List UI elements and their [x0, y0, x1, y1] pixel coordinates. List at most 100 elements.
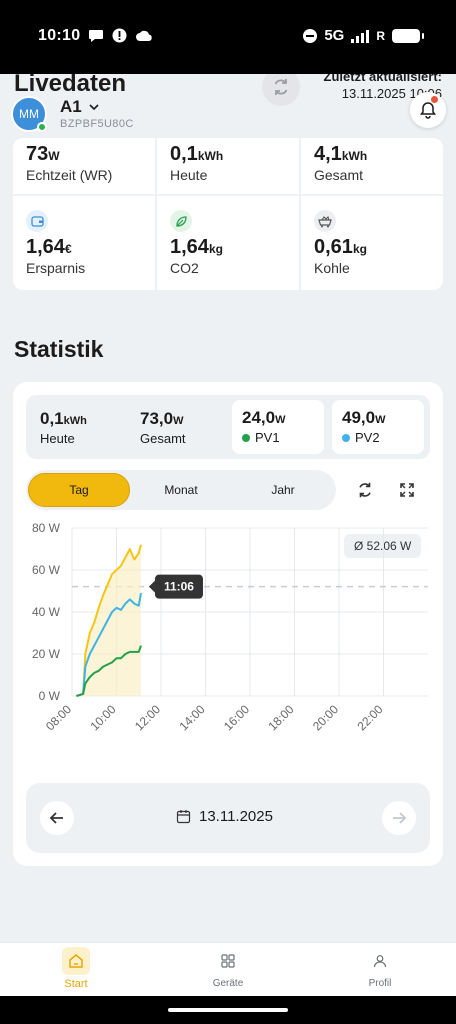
device-serial: BZPBF5U80C [60, 118, 134, 130]
roaming-indicator: R [376, 28, 385, 43]
tile-label: Echtzeit (WR) [26, 167, 113, 183]
chevron-down-icon [89, 104, 99, 111]
leaf-icon [170, 210, 192, 232]
statistik-card: 0,1kWh Heute 73,0W Gesamt 24,0W PV1 49,0… [13, 382, 443, 866]
tile-label: Kohle [314, 260, 350, 276]
tile-ersparnis: 1,64€ Ersparnis [13, 196, 155, 290]
tile-unit: kg [352, 242, 367, 256]
statistik-title: Statistik [14, 336, 104, 362]
coal-cart-icon [314, 210, 336, 232]
alert-icon [112, 28, 127, 43]
x-tick-label: 10:00 [87, 702, 118, 733]
device-selector[interactable]: A1 [60, 97, 100, 117]
y-tick-label: 20 W [32, 647, 61, 661]
tile-kohle: 0,61kg Kohle [301, 196, 443, 290]
app-screen: Livedaten Zuletzt aktualisiert: 13.11.20… [0, 74, 456, 942]
summary-unit: W [173, 415, 184, 427]
summary-pv2[interactable]: 49,0W PV2 [332, 400, 424, 454]
arrow-left-icon [49, 812, 63, 824]
summary-label: PV1 [255, 430, 280, 445]
x-tick-label: 08:00 [43, 702, 74, 733]
signal-icon [351, 29, 370, 43]
x-tick-label: 12:00 [132, 702, 163, 733]
period-tabs: Tag Monat Jahr [26, 470, 336, 510]
pv1-legend-dot [242, 433, 250, 442]
tile-label: Heute [170, 167, 208, 183]
tab-jahr[interactable]: Jahr [271, 483, 295, 497]
chart-refresh-button[interactable] [349, 474, 381, 506]
do-not-disturb-icon [303, 28, 318, 43]
refresh-icon [359, 482, 371, 498]
battery-icon [392, 28, 424, 43]
nav-profil[interactable]: Profil [340, 947, 420, 989]
tooltip-time: 11:06 [164, 580, 194, 594]
x-tick-label: 14:00 [176, 702, 207, 733]
summary-label: Gesamt [140, 431, 186, 446]
power-chart[interactable]: 0 W 20 W 40 W 60 W 80 W 08:00 10:00 12:00 14:00 1… [13, 522, 443, 772]
tab-monat[interactable]: Monat [164, 483, 198, 497]
series-line-gesamt [76, 544, 142, 697]
x-tick-label: 20:00 [310, 702, 341, 733]
y-tick-label: 40 W [32, 605, 61, 619]
tile-label: Gesamt [314, 167, 364, 183]
status-bar: 10:10 5G R [0, 0, 456, 74]
selected-date: 13.11.2025 [199, 808, 273, 825]
home-indicator[interactable] [168, 1008, 288, 1012]
grid-icon [214, 947, 242, 975]
tile-echtzeit: 73W Echtzeit (WR) [13, 138, 155, 194]
cloud-icon [136, 30, 152, 41]
network-type: 5G [324, 27, 345, 44]
summary-value: 73,0 [140, 409, 174, 428]
tile-value: 73 [26, 143, 49, 165]
summary-value: 24,0 [242, 408, 276, 427]
tile-value: 1,64 [170, 236, 209, 258]
y-tick-label: 0 W [39, 689, 61, 703]
notifications-button[interactable] [410, 92, 446, 128]
date-picker[interactable]: 13.11.2025 [176, 808, 273, 825]
tile-gesamt: 4,1kWh Gesamt [301, 138, 443, 194]
refresh-icon [274, 79, 288, 95]
pv2-legend-dot [342, 433, 350, 442]
summary-heute: 0,1kWh Heute [40, 409, 87, 446]
average-badge: Ø 52.06 W [344, 534, 422, 558]
tab-tag[interactable]: Tag [28, 473, 130, 507]
arrow-right-icon [393, 812, 407, 824]
summary-value: 49,0 [342, 408, 376, 427]
series-line-pv1 [76, 645, 142, 697]
gesture-area [0, 996, 456, 1024]
next-day-button[interactable] [382, 801, 416, 835]
nav-start[interactable]: Start [36, 947, 116, 990]
date-navigator: 13.11.2025 [26, 783, 430, 853]
summary-value: 0,1 [40, 409, 64, 428]
summary-label: Heute [40, 431, 75, 446]
bottom-nav: Start Geräte Profil [0, 942, 456, 996]
tile-co2: 1,64kg CO2 [157, 196, 299, 290]
tile-value: 1,64 [26, 236, 65, 258]
x-tick-label: 22:00 [354, 702, 385, 733]
refresh-button[interactable] [262, 74, 300, 106]
tile-unit: kg [208, 242, 223, 256]
page-title: Livedaten [14, 74, 127, 97]
prev-day-button[interactable] [40, 801, 74, 835]
bell-icon [420, 102, 436, 119]
calendar-icon [176, 810, 191, 824]
tile-unit: W [48, 149, 60, 163]
summary-pv1[interactable]: 24,0W PV1 [232, 400, 324, 454]
summary-unit: W [275, 414, 286, 426]
tile-heute: 0,1kWh Heute [157, 138, 299, 194]
nav-geraete[interactable]: Geräte [188, 947, 268, 989]
nav-label: Start [64, 978, 88, 990]
notification-badge [431, 96, 438, 103]
tile-unit: kWh [197, 149, 224, 163]
tile-unit: kWh [341, 149, 368, 163]
x-tick-label: 18:00 [265, 702, 296, 733]
device-name: A1 [60, 97, 82, 116]
fullscreen-button[interactable] [391, 474, 423, 506]
summary-gesamt: 73,0W Gesamt [140, 409, 186, 446]
tooltip-box [154, 574, 203, 599]
last-updated-label: Zuletzt aktualisiert: [323, 74, 442, 84]
tile-value: 0,1 [170, 143, 198, 165]
status-right: 5G R [303, 27, 424, 44]
x-tick-label: 16:00 [221, 702, 252, 733]
tile-unit: € [64, 242, 72, 256]
